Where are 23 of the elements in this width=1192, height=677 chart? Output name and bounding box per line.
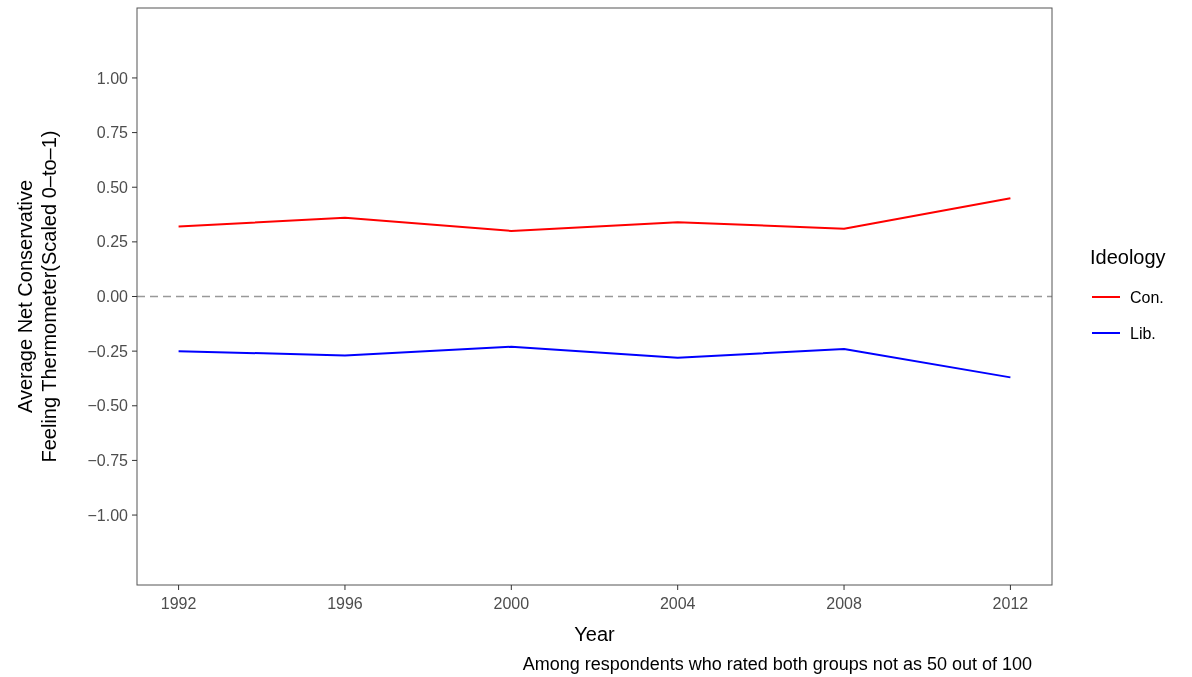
- y-tick-label: 0.50: [96, 178, 129, 196]
- x-tick-label: 2012: [992, 595, 1029, 612]
- text: Among respondents who rated both groups not as 50 out of 100: [522, 654, 1032, 674]
- y-tick-label: −1.00: [87, 506, 129, 524]
- x-tick-label: 2008: [826, 595, 862, 612]
- y-tick-label: 0.75: [96, 124, 129, 142]
- y-tick-label: 1.00: [96, 69, 129, 87]
- legend-label: Lib.: [1130, 324, 1156, 342]
- line-series: [177, 345, 1012, 379]
- line-series: [177, 197, 1012, 232]
- x-tick-label: 2004: [659, 595, 696, 612]
- y-tick-label: 0.00: [96, 288, 129, 306]
- x-axis-title: Year: [574, 623, 616, 645]
- y-tick-label: −0.50: [87, 397, 129, 415]
- legend-title: Ideology: [1090, 246, 1166, 268]
- x-tick-label: 1996: [327, 595, 363, 612]
- legend-label: Con.: [1130, 288, 1164, 306]
- x-tick-label: 1992: [160, 595, 197, 612]
- y-tick-label: 0.25: [96, 233, 129, 251]
- y-axis-title: Average Net Conservative Feeling Thermometer(Scaled 0–to–1): [14, 130, 60, 463]
- y-tick-label: −0.75: [87, 452, 129, 470]
- y-tick-label: −0.25: [87, 342, 129, 360]
- x-tick-label: 2000: [493, 595, 530, 612]
